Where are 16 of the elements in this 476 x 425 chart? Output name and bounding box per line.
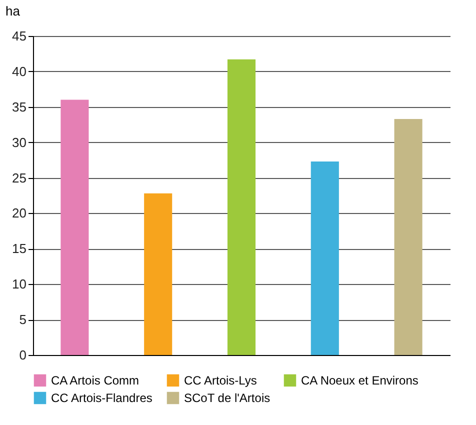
legend-label: CC Artois-Lys: [184, 373, 257, 388]
y-tick-label: 20: [12, 206, 26, 221]
y-tick-label: 10: [12, 276, 26, 292]
y-tick-label: 45: [12, 28, 26, 44]
legend-label: SCoT de l'Artois: [184, 391, 270, 405]
y-tick-label: 40: [12, 64, 26, 79]
legend-label: CC Artois-Flandres: [51, 391, 152, 405]
y-tick-label: 0: [19, 348, 26, 362]
legend-label: CA Artois Comm: [51, 373, 140, 388]
y-tick-label: 25: [12, 170, 26, 186]
y-tick-label: 15: [12, 241, 26, 256]
legend-label: CA Noeux et Environs: [301, 373, 418, 388]
y-tick-label: 5: [19, 312, 26, 328]
y-axis-title: ha: [6, 4, 21, 18]
y-tick-label: 35: [12, 99, 26, 114]
y-tick-label: 30: [12, 134, 26, 150]
